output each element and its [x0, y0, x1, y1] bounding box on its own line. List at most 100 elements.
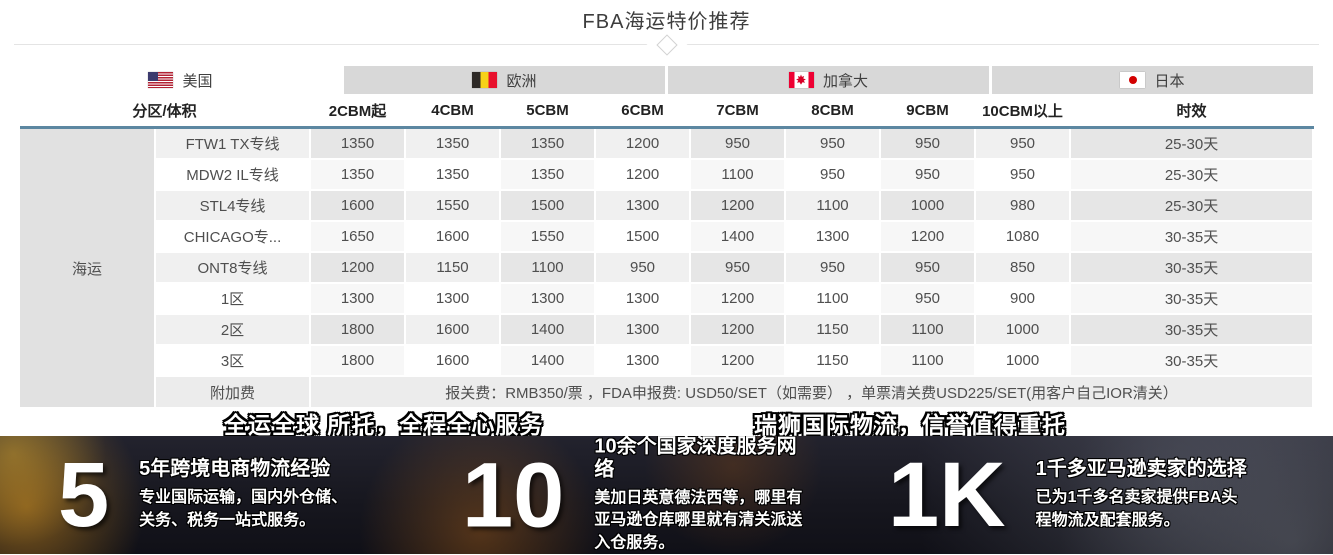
price-cell: 1100 — [785, 190, 882, 222]
tab-usa-label: 美国 — [182, 72, 213, 90]
header-zone-volume: 分区/体积 — [20, 94, 312, 129]
time-cell: 30-35天 — [1070, 345, 1315, 377]
price-cell: 1600 — [405, 314, 502, 346]
tab-europe[interactable]: 欧洲 — [344, 66, 665, 94]
price-cell: 1100 — [690, 159, 787, 191]
route-cell: 1区 — [155, 283, 312, 315]
price-cell: 950 — [880, 159, 977, 191]
price-cell: 1800 — [310, 345, 407, 377]
price-cell: 1000 — [975, 314, 1072, 346]
price-cell: 1150 — [785, 314, 882, 346]
price-cell: 1300 — [595, 345, 692, 377]
diamond-ornament-icon — [655, 33, 678, 56]
price-cell: 1550 — [500, 221, 597, 253]
page-title: FBA海运特价推荐 — [582, 11, 751, 33]
price-cell: 1080 — [975, 221, 1072, 253]
stat-heading: 10余个国家深度服务网络 — [594, 436, 797, 481]
table-row: 2区 1800 1600 1400 1300 1200 1150 1100 10… — [20, 314, 1315, 346]
price-cell: 1600 — [405, 345, 502, 377]
price-cell: 950 — [690, 252, 787, 284]
price-cell: 1350 — [405, 127, 502, 160]
route-cell: 3区 — [155, 345, 312, 377]
price-cell: 1350 — [310, 127, 407, 160]
price-cell: 1100 — [880, 314, 977, 346]
price-cell: 1400 — [500, 314, 597, 346]
title-bar: FBA海运特价推荐 — [0, 0, 1333, 56]
price-cell: 950 — [880, 283, 977, 315]
price-cell: 1300 — [785, 221, 882, 253]
table-row: 1区 1300 1300 1300 1300 1200 1100 950 900… — [20, 283, 1315, 315]
country-tabs: 美国 欧洲 加拿大 日本 — [20, 66, 1313, 94]
price-cell: 900 — [975, 283, 1072, 315]
us-flag-icon — [148, 72, 174, 88]
header-7cbm: 7CBM — [690, 94, 787, 129]
header-9cbm: 9CBM — [880, 94, 977, 129]
time-cell: 30-35天 — [1070, 221, 1315, 253]
price-cell: 950 — [690, 127, 787, 160]
tab-canada[interactable]: 加拿大 — [668, 66, 989, 94]
header-transit-time: 时效 — [1070, 94, 1315, 129]
price-cell: 1600 — [405, 221, 502, 253]
price-cell: 1650 — [310, 221, 407, 253]
price-cell: 980 — [975, 190, 1072, 222]
time-cell: 25-30天 — [1070, 127, 1315, 160]
route-cell: ONT8专线 — [155, 252, 312, 284]
price-cell: 850 — [975, 252, 1072, 284]
tab-japan-label: 日本 — [1154, 72, 1185, 90]
price-cell: 1350 — [310, 159, 407, 191]
stat-countries: 10 10余个国家深度服务网络 美加日英意德法西等，哪里有亚马逊仓库哪里就有清关… — [462, 436, 806, 554]
route-cell: MDW2 IL专线 — [155, 159, 312, 191]
price-cell: 950 — [785, 127, 882, 160]
stat-body: 已为1千多名卖家提供FBA头程物流及配套服务。 — [1035, 489, 1238, 529]
surcharge-row: 附加费 报关费：RMB350/票 ，FDA申报费: USD50/SET（如需要）… — [20, 376, 1315, 409]
tab-canada-label: 加拿大 — [822, 72, 868, 90]
route-cell: FTW1 TX专线 — [155, 127, 312, 160]
price-cell: 1200 — [690, 314, 787, 346]
canada-flag-icon — [788, 72, 814, 88]
price-cell: 1800 — [310, 314, 407, 346]
surcharge-label-cell: 附加费 — [155, 376, 312, 409]
surcharge-text-cell: 报关费：RMB350/票 ，FDA申报费: USD50/SET（如需要） ，单票… — [310, 376, 1315, 409]
freight-rate-table: 分区/体积 2CBM起 4CBM 5CBM 6CBM 7CBM 8CBM 9CB… — [20, 94, 1315, 409]
stat-number: 10 — [462, 443, 565, 546]
price-cell: 1200 — [690, 190, 787, 222]
stat-number: 5 — [58, 444, 110, 546]
price-cell: 1200 — [880, 221, 977, 253]
price-cell: 950 — [785, 159, 882, 191]
price-cell: 950 — [595, 252, 692, 284]
tab-europe-label: 欧洲 — [506, 72, 537, 90]
price-cell: 950 — [785, 252, 882, 284]
price-cell: 1200 — [690, 345, 787, 377]
table-row: 3区 1800 1600 1400 1300 1200 1150 1100 10… — [20, 345, 1315, 377]
stat-number: 1K — [888, 444, 1006, 546]
table-row: STL4专线 1600 1550 1500 1300 1200 1100 100… — [20, 190, 1315, 222]
title-divider — [14, 33, 1319, 56]
stat-body: 美加日英意德法西等，哪里有亚马逊仓库哪里就有清关派送入仓服务。 — [594, 489, 803, 552]
price-cell: 1500 — [595, 221, 692, 253]
header-4cbm: 4CBM — [405, 94, 502, 129]
price-cell: 1300 — [595, 283, 692, 315]
header-10cbm-plus: 10CBM以上 — [975, 94, 1072, 129]
price-cell: 950 — [880, 252, 977, 284]
price-cell: 1000 — [975, 345, 1072, 377]
price-cell: 1100 — [500, 252, 597, 284]
price-cell: 950 — [975, 127, 1072, 160]
price-cell: 1350 — [500, 159, 597, 191]
tab-japan[interactable]: 日本 — [992, 66, 1313, 94]
price-cell: 1550 — [405, 190, 502, 222]
table-row: CHICAGO专... 1650 1600 1550 1500 1400 130… — [20, 221, 1315, 253]
price-cell: 1100 — [880, 345, 977, 377]
tab-usa[interactable]: 美国 — [20, 66, 341, 94]
time-cell: 30-35天 — [1070, 252, 1315, 284]
price-cell: 1200 — [690, 283, 787, 315]
stat-text: 1千多亚马逊卖家的选择 已为1千多名卖家提供FBA头程物流及配套服务。 — [1036, 458, 1248, 532]
price-cell: 1000 — [880, 190, 977, 222]
price-cell: 1200 — [310, 252, 407, 284]
price-cell: 1150 — [785, 345, 882, 377]
stat-experience: 5 5年跨境电商物流经验 专业国际运输，国内外仓储、关务、税务一站式服务。 — [58, 449, 351, 541]
price-cell: 1100 — [785, 283, 882, 315]
price-cell: 1200 — [595, 159, 692, 191]
table-row: 海运 FTW1 TX专线 1350 1350 1350 1200 950 950… — [20, 127, 1315, 409]
price-cell: 1300 — [310, 283, 407, 315]
